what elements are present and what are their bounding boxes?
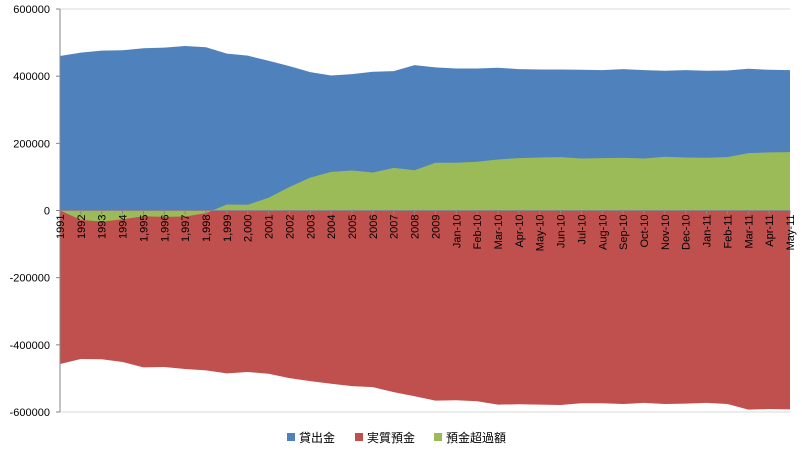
x-tick-label: 2007 xyxy=(389,215,401,239)
series-area-3 xyxy=(60,152,790,222)
y-tick-label: 400000 xyxy=(13,71,50,83)
y-tick-label: 600000 xyxy=(13,4,50,16)
x-tick-label: 1,999 xyxy=(222,215,234,243)
x-tick-label: Jan-11 xyxy=(702,215,714,248)
x-tick-label: Jun-10 xyxy=(556,215,568,249)
x-tick-label: 1,995 xyxy=(138,215,150,243)
x-tick-label: Mar-11 xyxy=(743,215,755,249)
y-axis-tick-labels: 600000 400000 200000 0 -200000 -400000 -600000 xyxy=(10,4,60,419)
x-tick-label: Apr-11 xyxy=(764,215,776,247)
x-tick-label: May-10 xyxy=(535,215,547,252)
x-tick-label: 2008 xyxy=(410,215,422,239)
x-tick-label: Oct-10 xyxy=(639,215,651,248)
legend-swatch-1 xyxy=(287,433,295,441)
legend: 貸出金 実質預金 預金超過額 xyxy=(287,430,506,445)
y-tick-label: 200000 xyxy=(13,138,50,150)
x-tick-label: 2005 xyxy=(347,215,359,239)
x-tick-label: 2004 xyxy=(326,215,338,239)
x-tick-label: Sep-10 xyxy=(618,215,630,250)
x-tick-label: Aug-10 xyxy=(597,215,609,250)
x-tick-label: Nov-10 xyxy=(660,215,672,250)
x-tick-label: 2006 xyxy=(368,215,380,239)
x-tick-label: Jan-10 xyxy=(451,215,463,249)
x-tick-label: 2,000 xyxy=(243,215,255,243)
x-tick-label: 2009 xyxy=(430,215,442,239)
x-tick-label: May-11 xyxy=(785,215,797,251)
legend-swatch-3 xyxy=(434,433,442,441)
y-tick-label: 0 xyxy=(44,206,50,218)
series-area-2 xyxy=(60,210,790,410)
x-axis-tick-labels: 1991 1992 1993 1994 1,995 1,996 1,997 1,998 1,99… xyxy=(55,210,797,252)
y-tick-label: -600000 xyxy=(10,407,50,419)
x-tick-label: Apr-10 xyxy=(514,215,526,248)
x-tick-label: Jul-10 xyxy=(576,215,588,245)
x-tick-label: 1993 xyxy=(97,215,109,239)
x-tick-label: 1994 xyxy=(118,215,130,239)
legend-label-1: 貸出金 xyxy=(299,430,335,445)
x-tick-label: Feb-10 xyxy=(472,215,484,250)
y-tick-label: -400000 xyxy=(10,340,50,352)
x-tick-label: Feb-11 xyxy=(722,215,734,249)
x-tick-label: 2003 xyxy=(305,215,317,239)
y-tick-label: -200000 xyxy=(10,273,50,285)
x-tick-label: 1,997 xyxy=(180,215,192,243)
plot-area xyxy=(60,45,790,410)
x-tick-label: 1991 xyxy=(55,215,67,239)
legend-label-2: 実質預金 xyxy=(367,430,415,445)
x-tick-label: 1992 xyxy=(76,215,88,239)
legend-label-3: 預金超過額 xyxy=(446,430,506,445)
x-tick-label: 1,998 xyxy=(201,215,213,243)
x-tick-label: 2002 xyxy=(284,215,296,239)
x-tick-label: Dec-10 xyxy=(681,215,693,250)
x-tick-label: 1,996 xyxy=(159,215,171,243)
x-tick-label: 2001 xyxy=(264,215,276,239)
legend-swatch-2 xyxy=(355,433,363,441)
x-tick-label: Mar-10 xyxy=(493,215,505,250)
